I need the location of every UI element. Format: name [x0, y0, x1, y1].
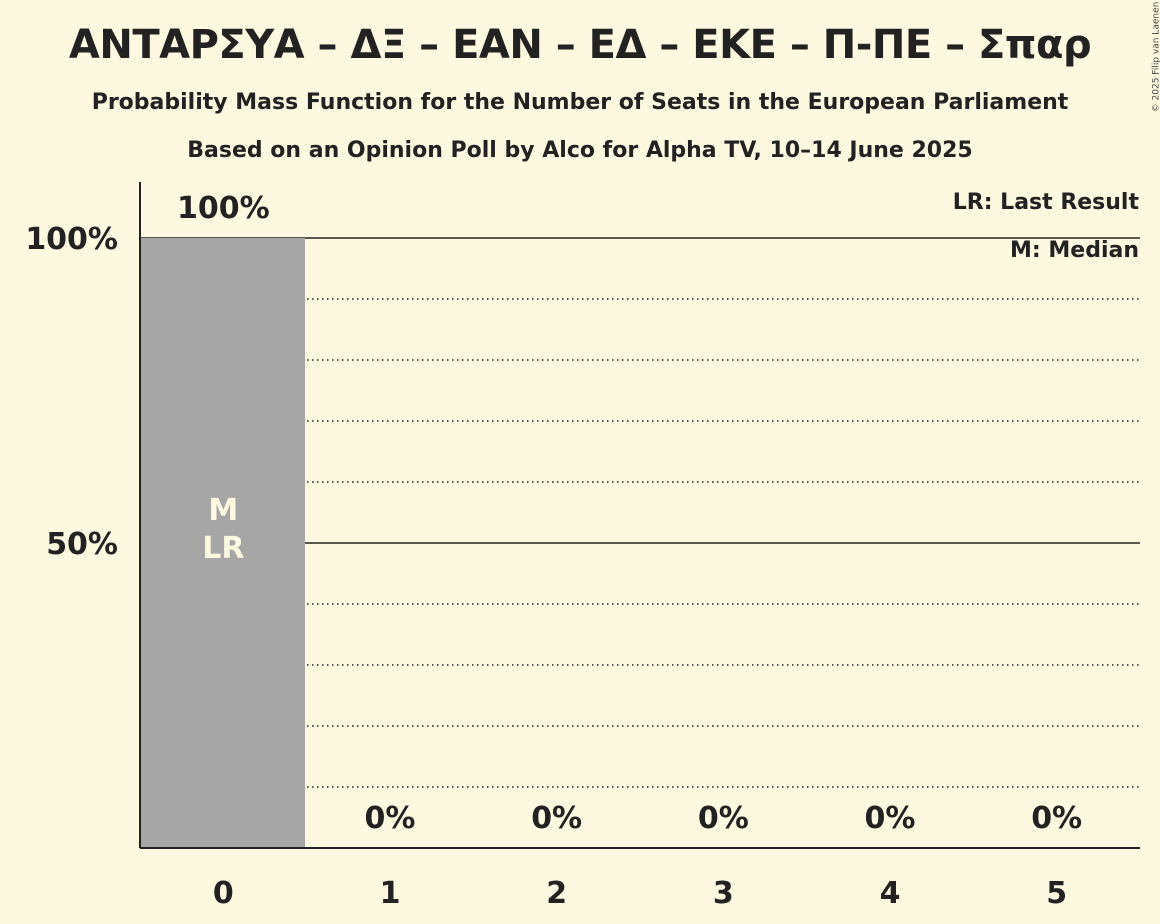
chart-subtitle: Probability Mass Function for the Number…: [91, 90, 1069, 115]
bar-0: [140, 238, 305, 848]
median-marker: M: [208, 493, 238, 528]
chart-title: ΑΝΤΑΡΣΥΑ – ΔΞ – ΕΑΝ – ΕΔ – ΕΚΕ – Π-ΠΕ – …: [68, 22, 1092, 68]
data-label-1: 0%: [365, 801, 416, 836]
gridlines: [140, 237, 1140, 788]
legend-last-result: LR: Last Result: [953, 190, 1140, 215]
data-label-3: 0%: [698, 801, 749, 836]
chart-subtitle-source: Based on an Opinion Poll by Alco for Alp…: [187, 138, 973, 163]
last-result-marker: LR: [202, 531, 244, 566]
x-tick-label: 3: [713, 876, 734, 911]
axes: [139, 182, 1140, 849]
y-tick-label: 50%: [46, 527, 118, 562]
data-label-4: 0%: [865, 801, 916, 836]
x-tick-label: 4: [880, 876, 901, 911]
data-label-0: 100%: [177, 191, 270, 226]
y-tick-label: 100%: [25, 222, 118, 257]
bars: [140, 238, 305, 848]
x-tick-label: 5: [1046, 876, 1067, 911]
data-label-5: 0%: [1031, 801, 1082, 836]
data-label-2: 0%: [531, 801, 582, 836]
x-tick-label: 0: [213, 876, 234, 911]
legend-median: M: Median: [1010, 238, 1139, 263]
x-tick-label: 1: [380, 876, 401, 911]
x-tick-label: 2: [546, 876, 567, 911]
labels: 100% 0 0% 1 0% 2 0% 3 0% 4 0% 5 MLR 50% 100%: [25, 191, 1082, 911]
